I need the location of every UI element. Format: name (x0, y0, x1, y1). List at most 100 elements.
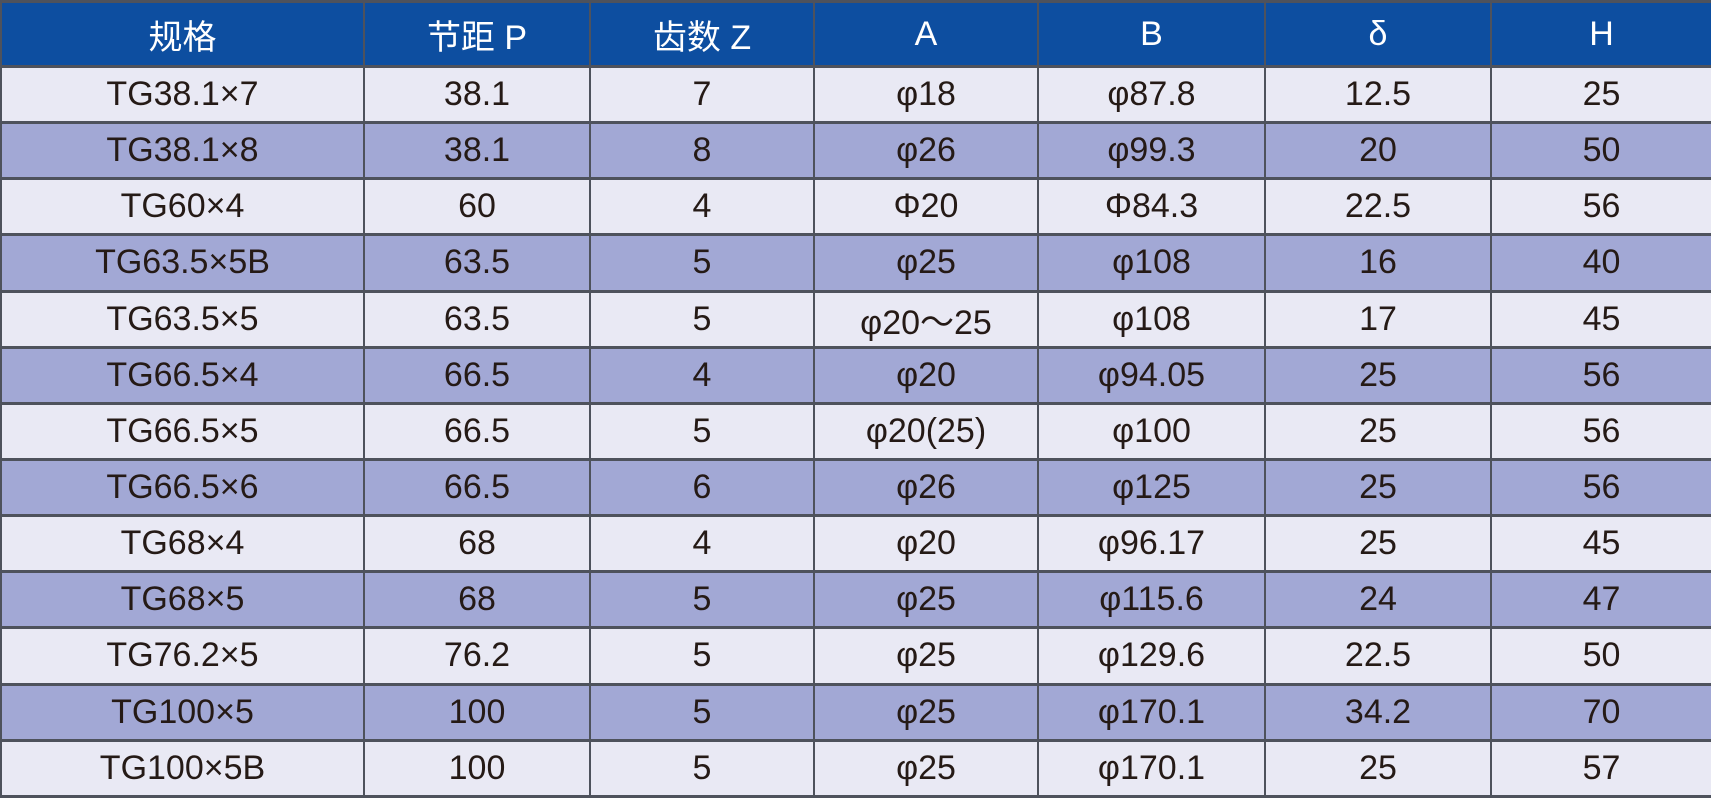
table-cell: 40 (1490, 233, 1711, 293)
table-row: TG60×4 60 4 Φ20 Φ84.3 22.5 56 (0, 177, 1711, 237)
table-cell: TG63.5×5 (0, 289, 365, 349)
table-cell: 56 (1490, 401, 1711, 461)
table-row: TG66.5×4 66.5 4 φ20 φ94.05 25 56 (0, 345, 1711, 405)
table-cell: φ25 (813, 626, 1039, 686)
table-cell: φ18 (813, 64, 1039, 125)
table-cell: 22.5 (1264, 177, 1492, 237)
table-row: TG66.5×6 66.5 6 φ26 φ125 25 56 (0, 457, 1711, 518)
column-header-b: B (1037, 0, 1266, 68)
table-cell: 56 (1490, 177, 1711, 237)
table-cell: TG66.5×5 (0, 401, 365, 461)
table-cell: TG38.1×8 (0, 121, 365, 181)
table-cell: 66.5 (363, 345, 591, 405)
table-cell: 25 (1264, 457, 1492, 518)
table-header: 规格 节距 P 齿数 Z A B δ H (0, 0, 1711, 68)
table-cell: TG66.5×4 (0, 345, 365, 405)
table-cell: 38.1 (363, 121, 591, 181)
table-cell: TG76.2×5 (0, 626, 365, 686)
table-cell: 6 (589, 457, 815, 518)
table-cell: 5 (589, 682, 815, 742)
table-cell: 38.1 (363, 64, 591, 125)
table-cell: 5 (589, 289, 815, 349)
table-cell: 45 (1490, 289, 1711, 349)
table-row: TG68×4 68 4 φ20 φ96.17 25 45 (0, 514, 1711, 574)
table-cell: 22.5 (1264, 626, 1492, 686)
table-cell: TG100×5B (0, 738, 365, 798)
column-header-spec: 规格 (0, 0, 365, 68)
table-cell: 25 (1264, 514, 1492, 574)
table-cell: 57 (1490, 738, 1711, 798)
table-cell: 60 (363, 177, 591, 237)
table-cell: φ25 (813, 738, 1039, 798)
table-cell: 63.5 (363, 289, 591, 349)
table-cell: Φ84.3 (1037, 177, 1266, 237)
table-cell: 66.5 (363, 401, 591, 461)
table-cell: 76.2 (363, 626, 591, 686)
table-cell: 4 (589, 514, 815, 574)
table-cell: 5 (589, 401, 815, 461)
table-cell: φ108 (1037, 233, 1266, 293)
table-cell: 4 (589, 345, 815, 405)
table-cell: φ25 (813, 233, 1039, 293)
table-cell: 12.5 (1264, 64, 1492, 125)
table-cell: 4 (589, 177, 815, 237)
table-cell: 63.5 (363, 233, 591, 293)
table-cell: 20 (1264, 121, 1492, 181)
table-cell: φ96.17 (1037, 514, 1266, 574)
table-cell: 45 (1490, 514, 1711, 574)
column-header-pitch: 节距 P (363, 0, 591, 68)
table-cell: 16 (1264, 233, 1492, 293)
table-cell: 34.2 (1264, 682, 1492, 742)
table-cell: 5 (589, 626, 815, 686)
table-cell: 47 (1490, 570, 1711, 630)
table-cell: φ25 (813, 682, 1039, 742)
table-cell: φ26 (813, 457, 1039, 518)
table-cell: φ100 (1037, 401, 1266, 461)
table-cell: 100 (363, 738, 591, 798)
table-cell: 56 (1490, 457, 1711, 518)
table-cell: φ125 (1037, 457, 1266, 518)
table-cell: φ170.1 (1037, 682, 1266, 742)
table-cell: 17 (1264, 289, 1492, 349)
column-header-h: H (1490, 0, 1711, 68)
table-cell: 50 (1490, 121, 1711, 181)
table-cell: 50 (1490, 626, 1711, 686)
column-header-a: A (813, 0, 1039, 68)
table-cell: 56 (1490, 345, 1711, 405)
table-row: TG68×5 68 5 φ25 φ115.6 24 47 (0, 570, 1711, 630)
table-cell: 68 (363, 514, 591, 574)
table-cell: 70 (1490, 682, 1711, 742)
table-cell: 5 (589, 233, 815, 293)
table-cell: TG63.5×5B (0, 233, 365, 293)
table-body: TG38.1×7 38.1 7 φ18 φ87.8 12.5 25 TG38.1×8 38.1 8… (0, 64, 1711, 798)
table-cell: φ25 (813, 570, 1039, 630)
table-cell: 100 (363, 682, 591, 742)
table-cell: φ108 (1037, 289, 1266, 349)
table-cell: TG66.5×6 (0, 457, 365, 518)
table-cell: TG68×4 (0, 514, 365, 574)
table-cell: φ115.6 (1037, 570, 1266, 630)
table-cell: 25 (1490, 64, 1711, 125)
table-row: TG38.1×7 38.1 7 φ18 φ87.8 12.5 25 (0, 64, 1711, 125)
table-cell: TG100×5 (0, 682, 365, 742)
table-row: TG100×5B 100 5 φ25 φ170.1 25 57 (0, 738, 1711, 798)
table-row: TG63.5×5 63.5 5 φ20～25 φ108 17 45 (0, 289, 1711, 349)
table-cell: φ20 (813, 514, 1039, 574)
table-cell: φ170.1 (1037, 738, 1266, 798)
table-cell: 7 (589, 64, 815, 125)
table-cell: φ94.05 (1037, 345, 1266, 405)
table-cell: 66.5 (363, 457, 591, 518)
table-cell: φ20 (813, 345, 1039, 405)
table-cell: φ87.8 (1037, 64, 1266, 125)
table-cell: φ26 (813, 121, 1039, 181)
table-row: TG66.5×5 66.5 5 φ20(25) φ100 25 56 (0, 401, 1711, 461)
table-cell: TG68×5 (0, 570, 365, 630)
table-row: TG38.1×8 38.1 8 φ26 φ99.3 20 50 (0, 121, 1711, 181)
table-cell: TG60×4 (0, 177, 365, 237)
table-cell: 8 (589, 121, 815, 181)
table-cell: 25 (1264, 401, 1492, 461)
table-cell: φ129.6 (1037, 626, 1266, 686)
table-row: TG63.5×5B 63.5 5 φ25 φ108 16 40 (0, 233, 1711, 293)
table-cell: φ20(25) (813, 401, 1039, 461)
